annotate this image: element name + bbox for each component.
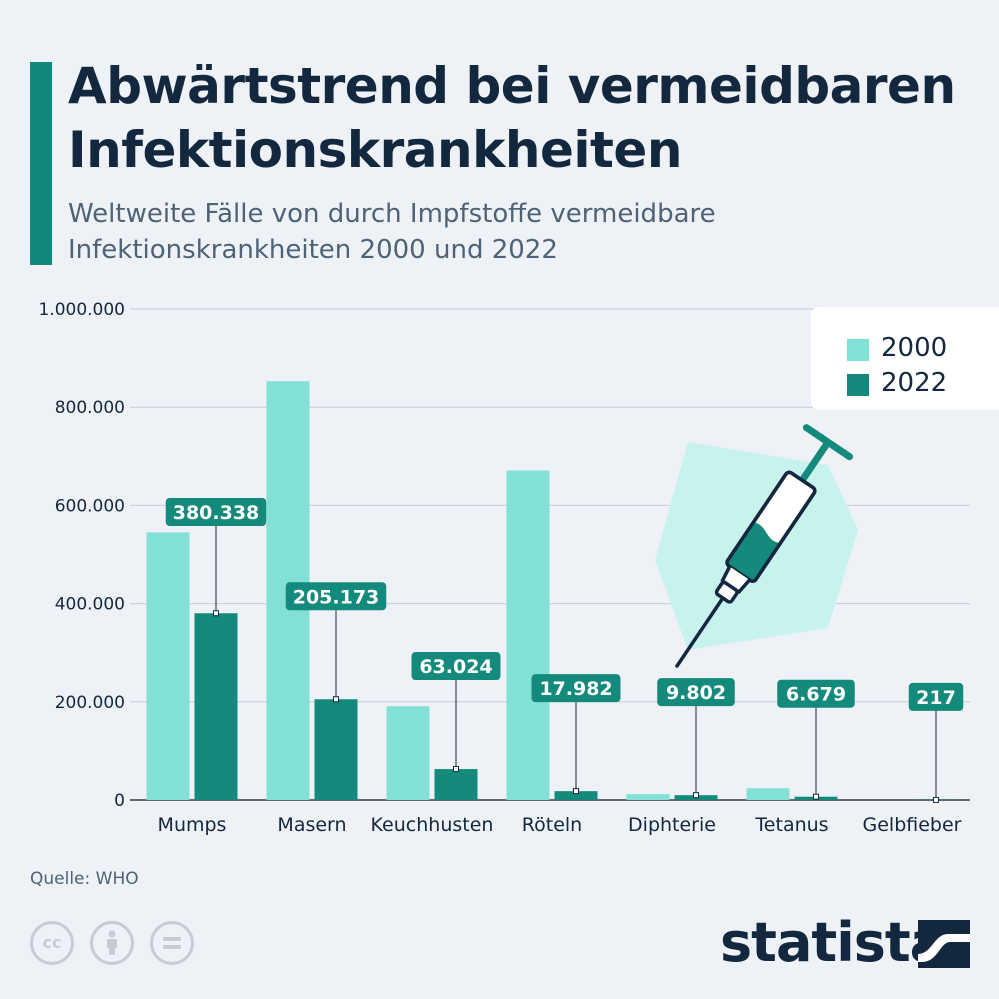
bar-2000-mumps (146, 532, 190, 800)
data-label-box (165, 498, 267, 526)
data-label: 380.338 (173, 502, 260, 524)
source-note: Quelle: WHO (30, 869, 139, 889)
data-label-box (411, 652, 501, 681)
bar-2022-mumps (194, 613, 238, 800)
syringe-icon (655, 424, 858, 668)
x-tick-label: Keuchhusten (371, 814, 494, 836)
y-tick-label: 800.000 (55, 398, 125, 418)
legend: 2000 2022 (811, 307, 999, 410)
bar-2022-röteln (554, 791, 598, 800)
y-tick-label: 400.000 (55, 595, 125, 615)
data-label-box (285, 582, 387, 611)
cc-icon[interactable]: cc (30, 921, 74, 965)
callout-marker (813, 793, 819, 800)
callout-marker (933, 796, 939, 803)
no-derivatives-icon[interactable] (150, 921, 194, 965)
callout-marker (573, 788, 579, 795)
data-label-box (531, 674, 621, 703)
data-label-box (777, 679, 855, 708)
y-tick-label: 200.000 (55, 693, 125, 713)
chart-subtitle: Weltweite Fälle von durch Impfstoffe ver… (68, 199, 716, 265)
legend-swatch-2022 (847, 374, 869, 396)
callout-marker (213, 610, 219, 617)
bar-2000-tetanus (746, 788, 790, 800)
legend-label-2000: 2000 (881, 333, 948, 363)
bar-2000-röteln (506, 470, 550, 800)
data-label: 63.024 (419, 656, 492, 678)
x-tick-label: Masern (277, 814, 346, 836)
data-label-box (657, 678, 735, 707)
x-tick-label: Diphterie (628, 814, 716, 836)
data-label: 17.982 (539, 678, 612, 700)
chart-title: Abwärtstrend bei vermeidbaren Infektions… (68, 57, 956, 179)
bar-2022-masern (314, 699, 358, 800)
data-label: 217 (916, 687, 956, 709)
legend-label-2022: 2022 (881, 368, 948, 398)
bar-2000-diphterie (626, 794, 670, 800)
x-tick-label: Tetanus (754, 814, 828, 836)
x-tick-label: Mumps (158, 814, 227, 836)
data-label: 6.679 (786, 684, 846, 706)
y-tick-label: 1.000.000 (38, 300, 125, 320)
x-tick-label: Röteln (522, 814, 582, 836)
attribution-icon[interactable] (90, 921, 134, 965)
x-tick-label: Gelbfieber (863, 814, 962, 836)
statista-logo[interactable]: statista (720, 911, 946, 974)
y-tick-label: 0 (114, 791, 125, 811)
callout-marker (453, 766, 459, 773)
callout-marker (333, 696, 339, 703)
data-label-box (908, 682, 964, 711)
callout-marker (693, 792, 699, 799)
y-tick-label: 600.000 (55, 496, 125, 516)
legend-swatch-2000 (847, 339, 869, 361)
accent-bar (30, 62, 52, 265)
data-label: 9.802 (666, 682, 726, 704)
bar-2022-keuchhusten (434, 769, 478, 800)
data-label: 205.173 (293, 586, 380, 608)
bar-2000-keuchhusten (386, 706, 430, 800)
statista-logo-icon[interactable] (918, 920, 970, 968)
